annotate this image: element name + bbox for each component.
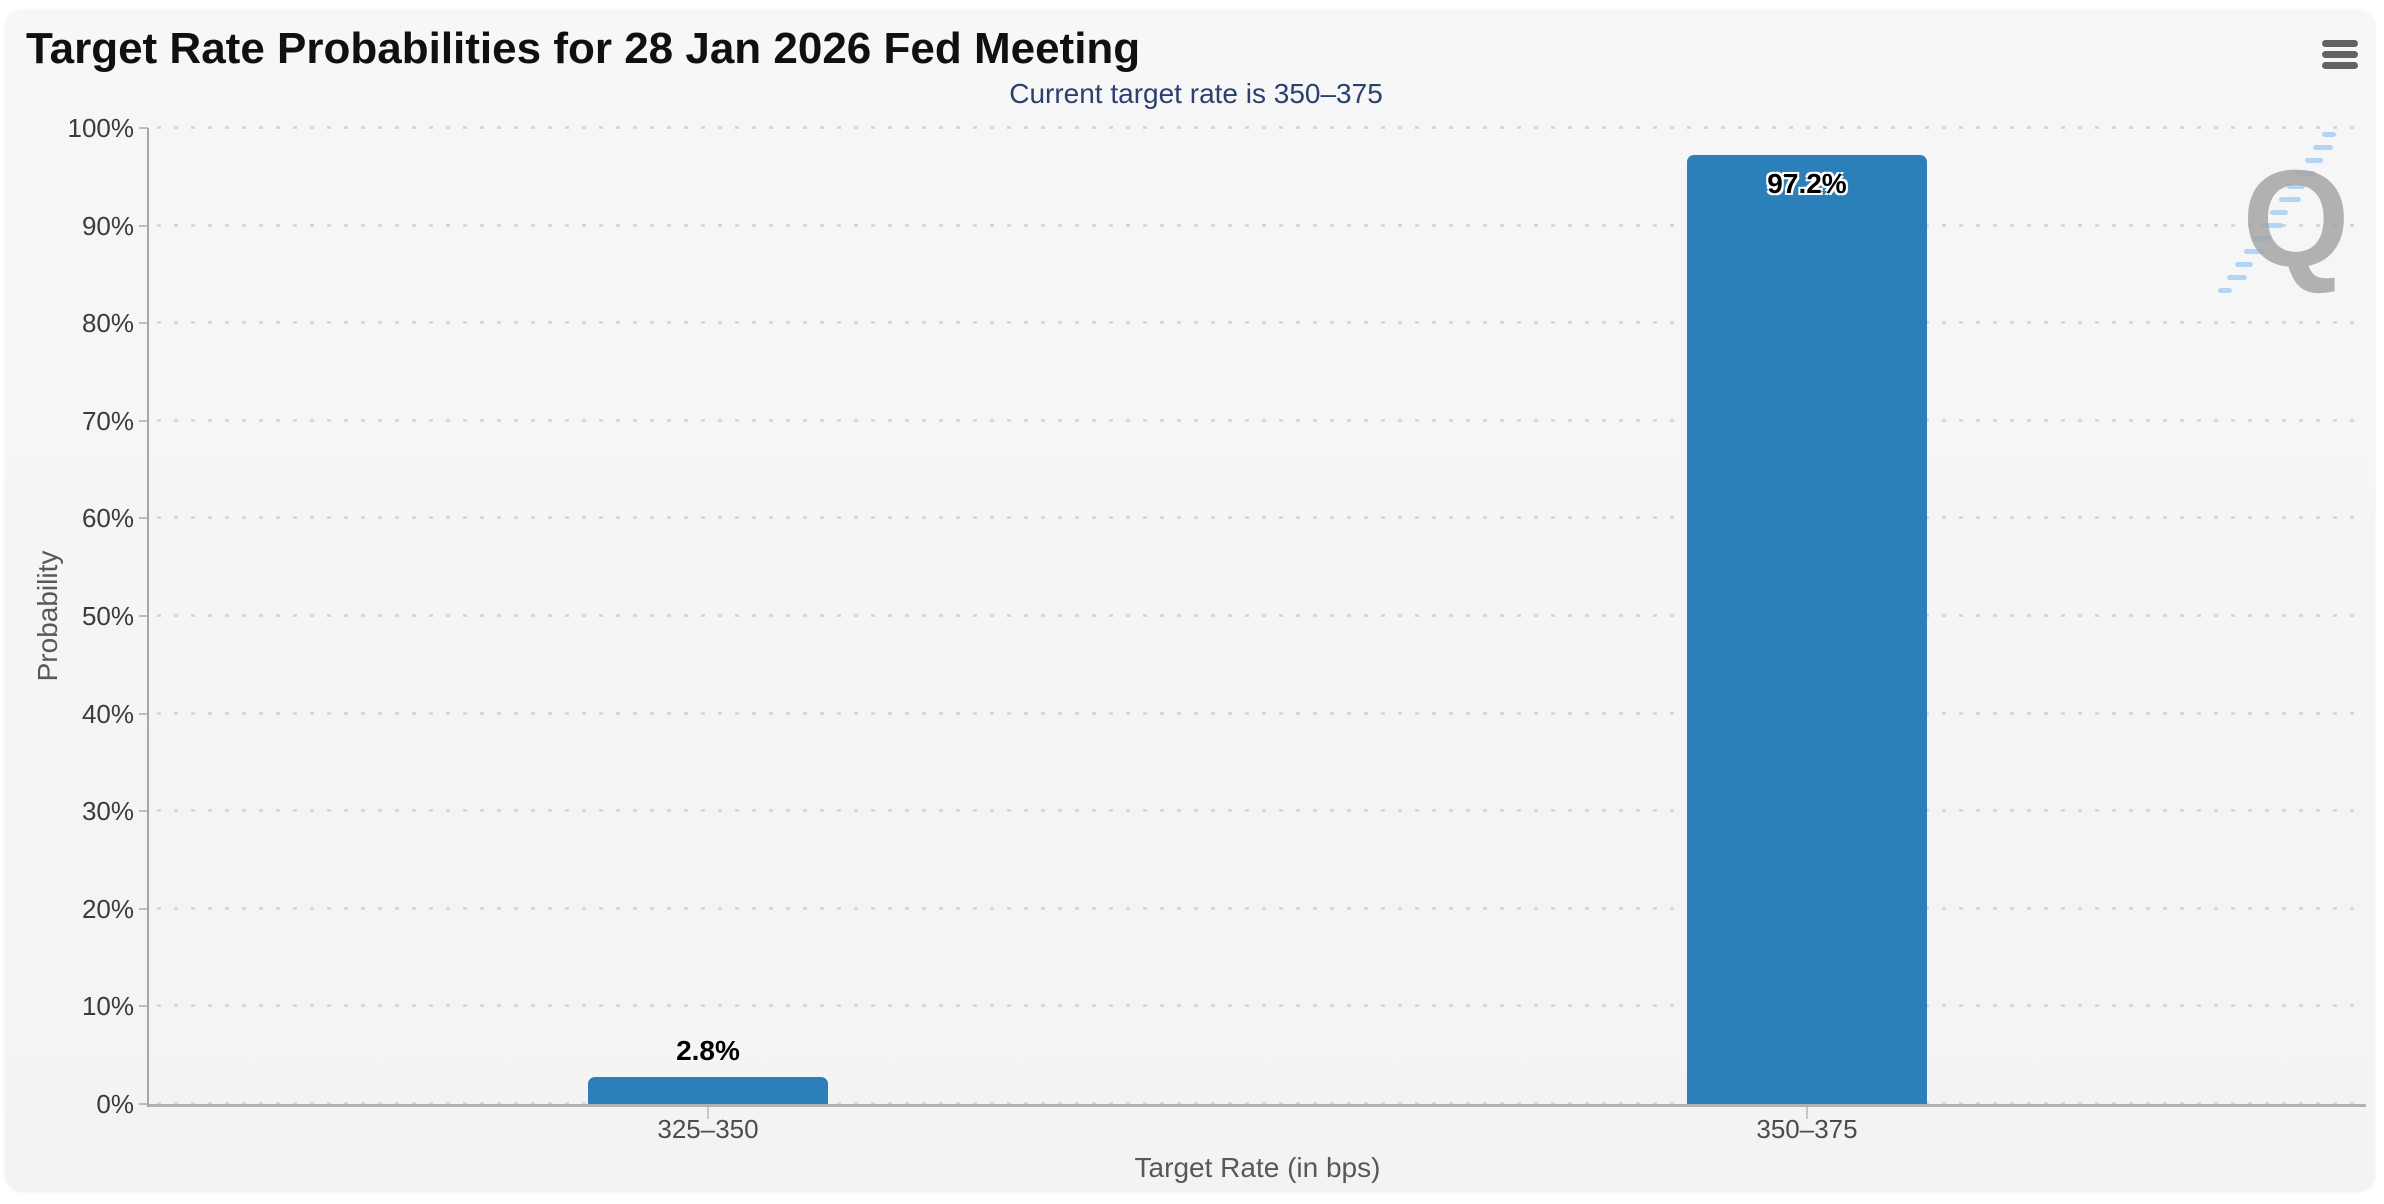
x-axis-title: Target Rate (in bps) bbox=[1134, 1152, 1381, 1183]
x-tick-mark bbox=[1806, 1104, 1808, 1119]
y-tick-label: 40% bbox=[81, 698, 134, 729]
y-tick-mark bbox=[139, 712, 148, 715]
y-tick-mark bbox=[139, 907, 148, 910]
x-category-label: 325–350 bbox=[657, 1114, 759, 1144]
x-category-label: 350–375 bbox=[1756, 1114, 1858, 1144]
bar-value-label: 97.2% bbox=[1767, 168, 1847, 199]
y-tick-mark bbox=[139, 127, 148, 129]
bar-value-label: 2.8% bbox=[676, 1035, 740, 1066]
y-axis-line bbox=[147, 128, 149, 1107]
y-tick-label: 0% bbox=[96, 1089, 134, 1119]
y-tick-mark bbox=[139, 224, 148, 227]
y-gridline bbox=[157, 126, 2364, 129]
y-tick-mark bbox=[139, 419, 148, 422]
chart-title: Target Rate Probabilities for 28 Jan 202… bbox=[26, 24, 1141, 73]
y-tick-mark bbox=[139, 810, 148, 813]
quikstrike-watermark-logo: Q bbox=[2218, 132, 2350, 296]
x-tick-mark bbox=[707, 1104, 709, 1119]
y-tick-label: 10% bbox=[81, 991, 134, 1022]
y-tick-label: 80% bbox=[81, 308, 134, 339]
watermark-hatch bbox=[2218, 132, 2336, 293]
y-tick-label: 100% bbox=[67, 113, 135, 143]
probability-bar[interactable] bbox=[1687, 155, 1927, 1104]
y-gridline bbox=[157, 809, 2364, 813]
y-tick-mark bbox=[139, 322, 148, 325]
y-gridline bbox=[157, 223, 2364, 227]
y-tick-mark bbox=[139, 1103, 148, 1105]
probability-bar[interactable] bbox=[588, 1077, 828, 1104]
chart-context-menu-button[interactable] bbox=[2314, 32, 2366, 78]
y-tick-mark bbox=[139, 1005, 148, 1008]
chart-subtitle: Current target rate is 350–375 bbox=[1009, 78, 1383, 109]
y-tick-label: 60% bbox=[81, 503, 134, 534]
y-tick-label: 90% bbox=[81, 210, 134, 241]
y-gridline bbox=[157, 321, 2364, 325]
y-gridline bbox=[157, 1004, 2364, 1008]
y-gridline bbox=[157, 516, 2364, 520]
chart-panel: Target Rate Probabilities for 28 Jan 202… bbox=[6, 10, 2374, 1190]
y-gridline bbox=[157, 1102, 2364, 1105]
y-gridline bbox=[157, 418, 2364, 422]
y-tick-label: 20% bbox=[81, 893, 134, 924]
x-axis-line bbox=[149, 1104, 2366, 1107]
y-tick-label: 70% bbox=[81, 405, 134, 436]
y-tick-mark bbox=[139, 615, 148, 617]
y-tick-mark bbox=[139, 517, 148, 520]
y-gridline bbox=[157, 711, 2364, 715]
y-tick-label: 50% bbox=[81, 601, 134, 631]
watermark-letter: Q bbox=[2242, 142, 2349, 296]
y-gridline bbox=[157, 614, 2364, 617]
y-tick-label: 30% bbox=[81, 796, 134, 827]
y-gridline bbox=[157, 906, 2364, 910]
